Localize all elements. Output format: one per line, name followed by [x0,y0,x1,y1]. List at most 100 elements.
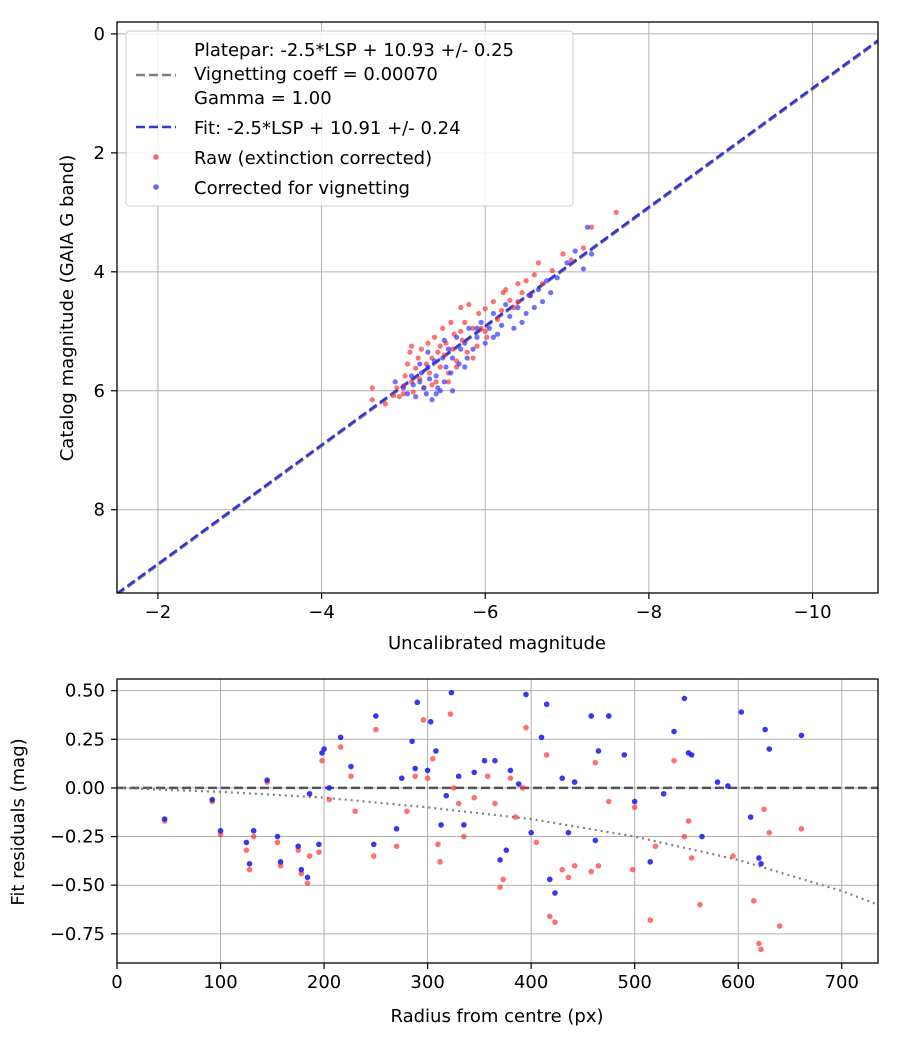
raw-point [511,304,517,311]
raw-residual-point [295,847,301,853]
raw-residual-point [404,808,410,815]
corrected-point [523,310,529,317]
y-tick-label: 0.50 [65,681,105,702]
corrected-residual-point [621,752,628,758]
raw-residual-point [776,923,783,929]
raw-residual-point [461,833,467,840]
corrected-point [410,382,416,388]
corrected-point [440,355,446,361]
raw-residual-point [523,724,529,731]
corrected-residual-point [497,857,503,863]
raw-point [490,298,497,305]
corrected-point [441,379,447,385]
residuals-y-axis-label: Fit residuals (mag) [8,738,29,905]
corrected-point [464,355,470,361]
y-tick-label: 0 [94,24,105,45]
corrected-residual-point [471,769,478,776]
x-tick-label: 300 [410,972,444,993]
corrected-residual-point [747,814,754,820]
raw-point [531,272,537,278]
corrected-point [445,346,452,352]
raw-point [560,251,566,257]
raw-residual-point [497,884,503,890]
raw-residual-point [512,814,519,820]
x-tick-label: 700 [825,972,859,993]
raw-residual-point [565,874,572,881]
corrected-point [554,275,560,281]
raw-residual-point [492,800,498,807]
corrected-point [462,364,468,370]
raw-residual-point [500,876,506,883]
raw-residual-point [274,839,281,846]
corrected-point [421,385,427,391]
corrected-point [449,355,456,361]
corrected-point [441,337,447,343]
raw-point [413,365,419,371]
raw-residual-point [326,796,333,803]
raw-residual-point [298,870,305,877]
raw-residual-point [520,785,526,791]
corrected-residual-point [492,757,498,764]
raw-residual-point [429,755,436,762]
raw-residual-point [697,901,703,908]
corrected-point [425,349,431,355]
raw-point [426,370,433,376]
corrected-point [466,325,472,331]
raw-residual-point [595,862,602,869]
raw-residual-point [277,862,284,869]
raw-residual-point [730,853,736,859]
x-tick-label: −4 [308,602,335,623]
corrected-point [478,319,484,325]
corrected-residual-point [461,822,467,828]
corrected-point [426,376,433,382]
raw-point [568,257,574,263]
raw-residual-point [217,831,224,838]
corrected-point [408,373,415,379]
raw-residual-point [606,798,612,805]
x-tick-label: 600 [721,972,755,993]
corrected-residual-point [515,781,522,787]
residuals-plot: 0 100 200 300 400 500 600 700 0.50 0.25 0.00 −0.25 −… [8,678,879,1027]
raw-point [402,373,408,379]
raw-point [482,328,488,334]
corrected-residual-point [438,822,444,828]
raw-residual-point [552,919,558,925]
raw-residual-point [370,853,377,859]
corrected-point [548,290,554,296]
corrected-point [456,361,462,367]
corrected-residual-point [523,691,529,698]
corrected-residual-point [766,746,773,752]
raw-point [474,343,480,349]
corrected-point [507,313,513,320]
raw-point [519,290,525,296]
y-tick-label: −0.50 [50,875,105,896]
corrected-residual-point [631,798,638,805]
corrected-residual-point [699,833,705,840]
corrected-point [486,325,492,331]
y-tick-label: 2 [94,143,105,164]
raw-point [437,364,443,370]
corrected-residual-point [393,825,400,832]
raw-residual-point [437,859,443,865]
calibration-ticks: −2 −4 −6 −8 −10 0 2 4 6 8 [94,24,832,623]
raw-point [458,328,464,334]
corrected-point [503,301,509,308]
corrected-residual-point [304,874,311,881]
corrected-point [418,370,424,376]
corrected-residual-point [209,796,216,803]
raw-point [369,385,375,391]
x-tick-label: 200 [307,972,341,993]
raw-point [482,306,488,312]
corrected-residual-point [274,833,281,840]
x-tick-label: −10 [794,602,832,623]
raw-point [445,379,452,385]
raw-point [418,346,424,352]
raw-residual-point [316,849,322,855]
raw-point [462,319,468,325]
raw-residual-point [543,752,550,758]
raw-residual-point [798,825,805,832]
raw-point [515,281,521,287]
raw-residual-point [455,800,462,807]
raw-point [449,346,456,352]
